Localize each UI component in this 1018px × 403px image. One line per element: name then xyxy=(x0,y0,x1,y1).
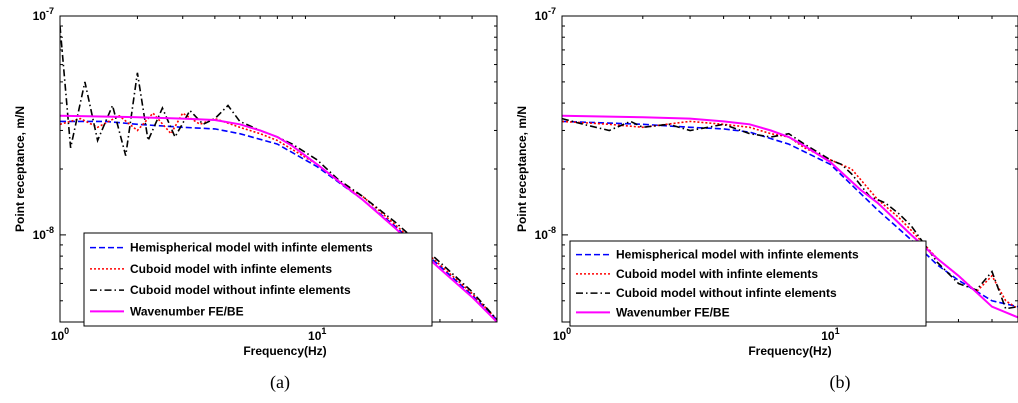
legend: Hemispherical model with infinte element… xyxy=(569,240,927,327)
x-tick-label: 100 xyxy=(553,326,571,343)
legend-label: Wavenumber FE/BE xyxy=(130,304,244,318)
legend-label: Cuboid model with infinte elements xyxy=(130,262,332,276)
chart-panel-a: 100 101 10-8 10-7 Frequency(Hz) Point recepta… xyxy=(13,6,498,393)
x-axis-label: Frequency(Hz) xyxy=(243,344,326,358)
panel-caption: (a) xyxy=(270,372,290,393)
legend: Hemispherical model with infinte element… xyxy=(83,232,433,327)
series-line-1 xyxy=(562,120,1018,308)
x-axis-label: Frequency(Hz) xyxy=(748,344,831,358)
series-line-3 xyxy=(562,117,1018,310)
legend-label: Cuboid model without infinte elements xyxy=(130,283,351,297)
legend-label: Wavenumber FE/BE xyxy=(616,305,730,319)
y-axis-label: Point receptance, m/N xyxy=(515,106,529,232)
y-tick-label: 10-7 xyxy=(535,6,556,23)
series-line-4 xyxy=(562,114,1018,319)
legend-label: Cuboid model with infinte elements xyxy=(616,267,818,281)
legend-box xyxy=(83,232,433,327)
series-group xyxy=(562,114,1018,319)
y-axis-label: Point receptance, m/N xyxy=(13,106,27,232)
y-tick-label: 10-7 xyxy=(33,6,54,23)
x-tick-label: 101 xyxy=(821,326,839,343)
panel-caption: (b) xyxy=(830,372,851,393)
series-line-1 xyxy=(60,120,497,321)
x-tick-label: 101 xyxy=(308,326,326,343)
y-tick-label: 10-8 xyxy=(535,225,556,242)
legend-label: Hemispherical model with infinte element… xyxy=(616,248,859,262)
y-tick-label: 10-8 xyxy=(33,225,54,242)
x-tick-label: 100 xyxy=(51,326,69,343)
legend-label: Cuboid model without infinte elements xyxy=(616,286,837,300)
chart-panel-b: 100 101 10-8 10-7 Frequency(Hz) Point recepta… xyxy=(515,6,1018,393)
legend-box xyxy=(569,240,927,327)
legend-label: Hemispherical model with infinte element… xyxy=(130,241,373,255)
